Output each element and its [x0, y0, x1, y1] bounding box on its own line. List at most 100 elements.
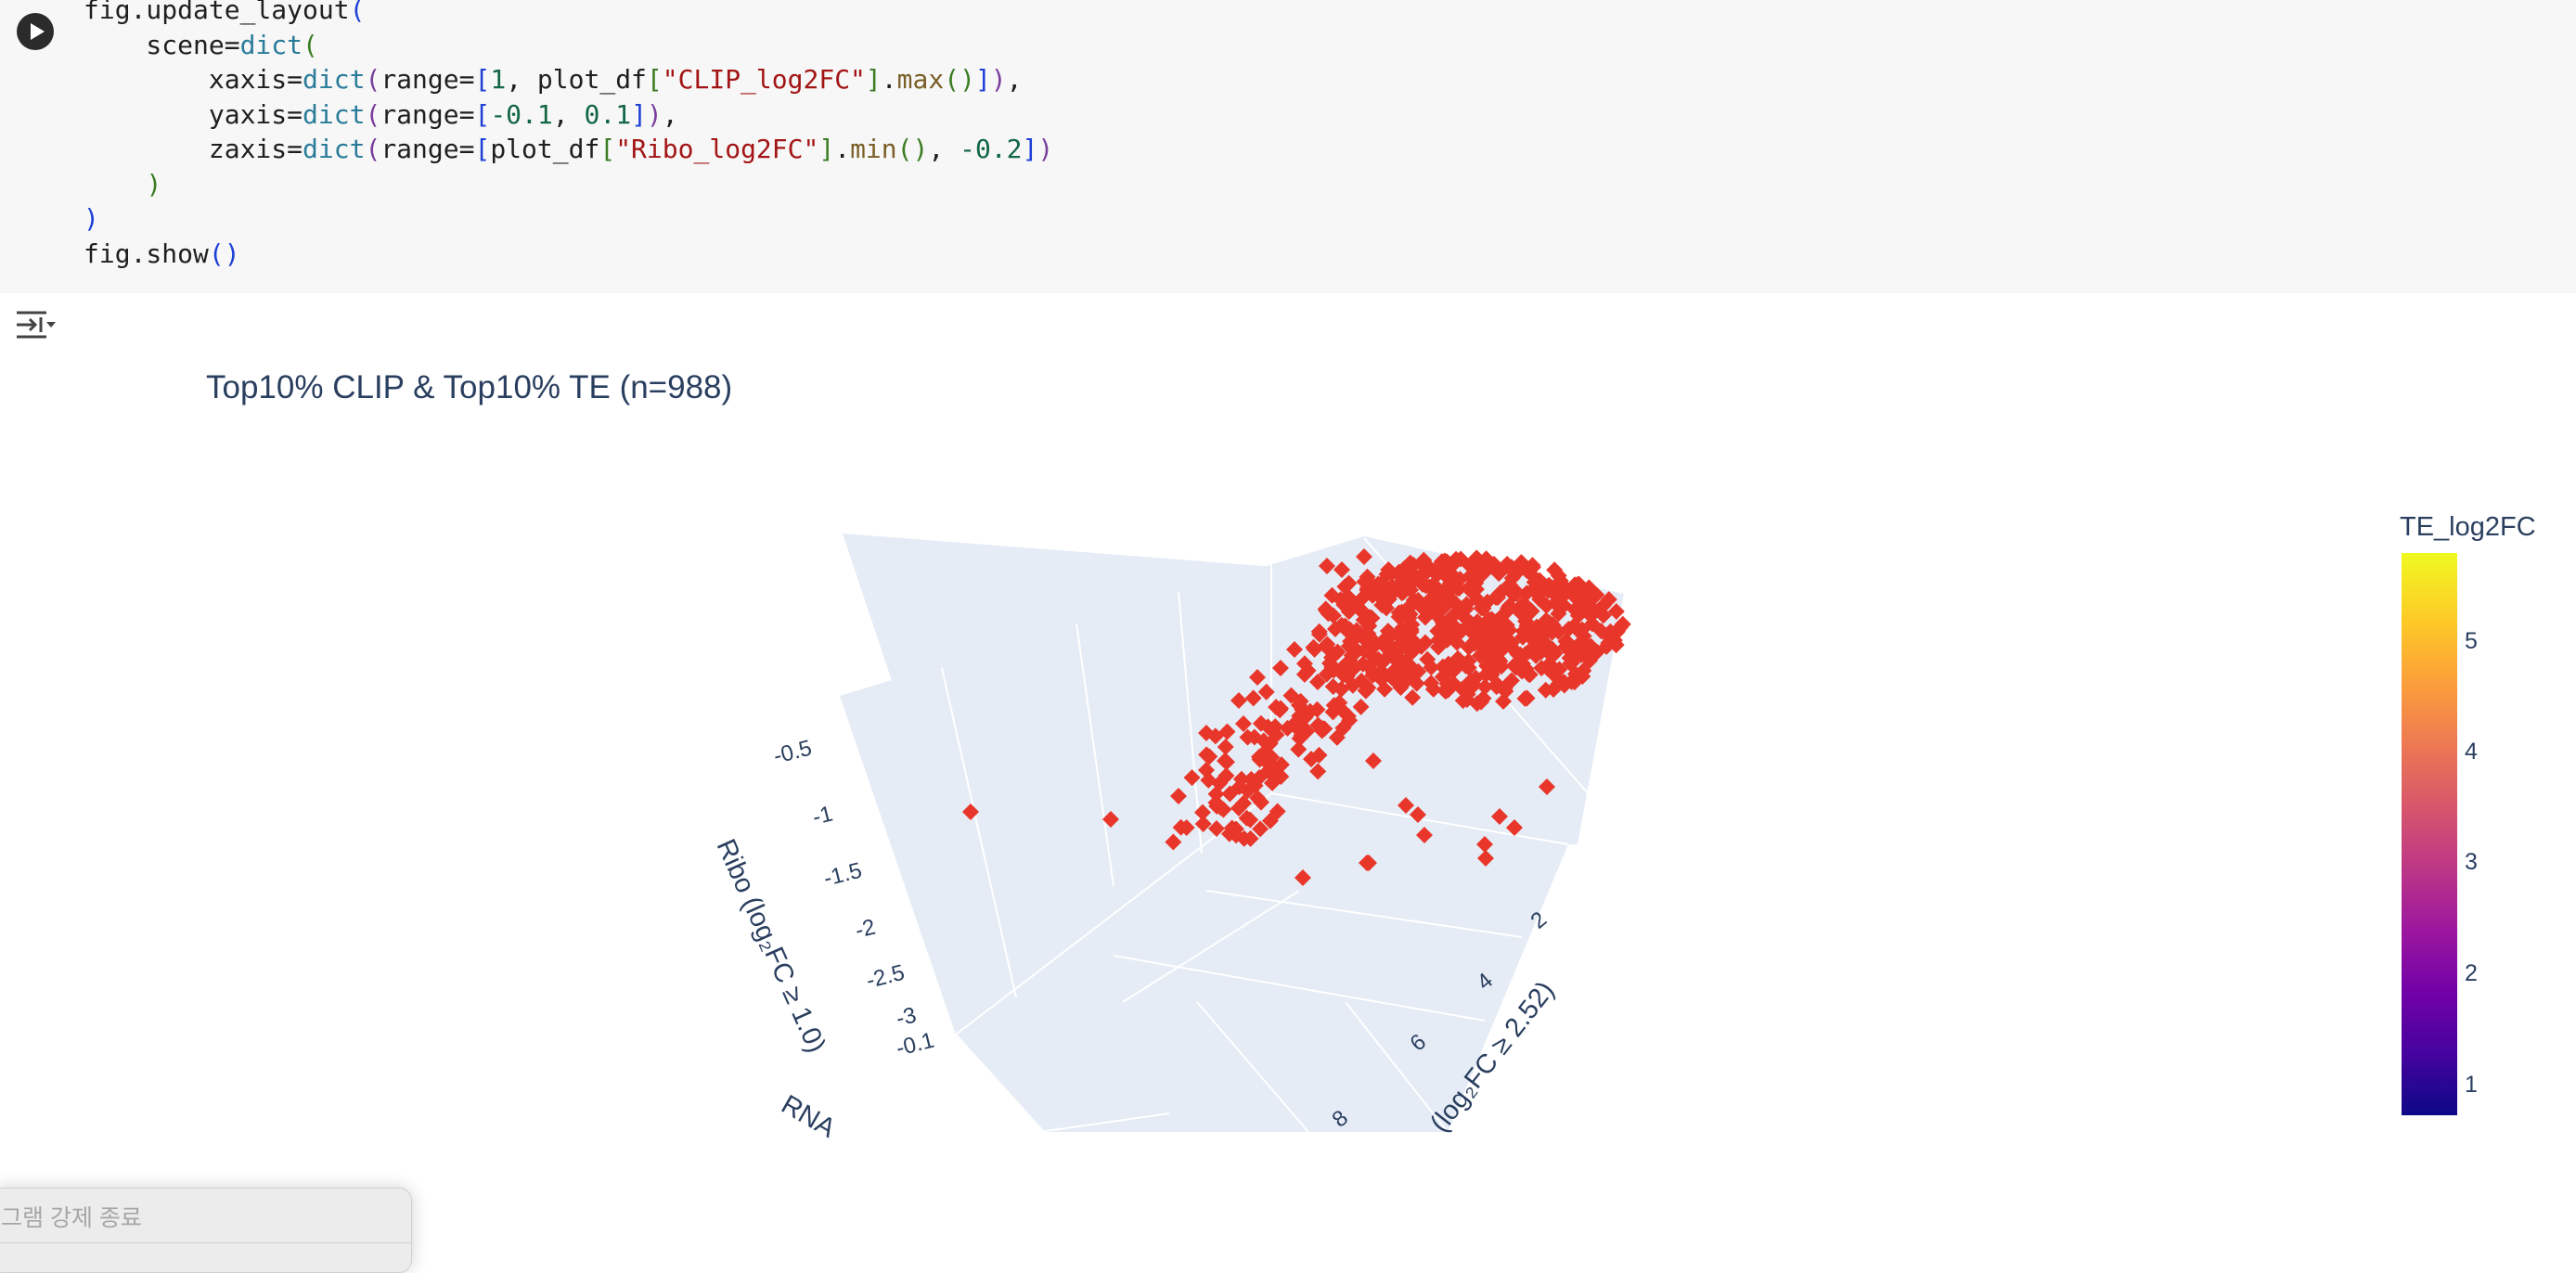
- code-token: (): [896, 134, 929, 164]
- scatter-marker: [1487, 618, 1504, 636]
- scatter-marker: [1537, 681, 1554, 699]
- scatter-marker: [1477, 666, 1495, 684]
- run-cell-button[interactable]: [17, 13, 54, 50]
- scatter-marker: [1340, 603, 1358, 621]
- scatter-marker: [1372, 662, 1390, 680]
- scatter-marker: [1242, 829, 1259, 847]
- force-quit-menu-item[interactable]: 그램 강제 종료: [1, 1205, 142, 1231]
- scatter-marker: [1193, 804, 1211, 821]
- code-token: plot_df: [490, 134, 600, 164]
- colorbar-tick: 1: [2465, 1072, 2478, 1098]
- scatter-marker: [1450, 580, 1468, 598]
- code-token: -0.1: [490, 98, 553, 130]
- scatter-marker: [1490, 565, 1508, 583]
- scatter-marker: [1403, 640, 1421, 658]
- y-tick-label: -0.1: [894, 1028, 937, 1061]
- scatter-marker: [1446, 555, 1463, 572]
- scatter-marker: [1360, 855, 1377, 871]
- scatter-marker: [1318, 602, 1335, 620]
- scatter-marker: [1454, 692, 1472, 710]
- scatter-marker: [1477, 850, 1494, 867]
- scatter-marker: [1354, 589, 1372, 607]
- scatter-marker: [1208, 820, 1225, 837]
- scatter-marker: [1373, 597, 1391, 614]
- z-tick-label: -2.5: [864, 960, 908, 994]
- code-token: [: [599, 134, 616, 164]
- scatter-marker: [1294, 711, 1311, 728]
- code-editor[interactable]: fig.update_layout( scene=dict( xaxis=dic…: [84, 0, 1053, 271]
- output-toggle-icon[interactable]: [15, 308, 58, 341]
- code-token: ): [1037, 134, 1054, 164]
- code-token: ,: [662, 98, 678, 130]
- scatter-marker: [1352, 698, 1370, 715]
- scatter-marker: [1201, 748, 1218, 765]
- scatter-marker: [1198, 762, 1215, 778]
- scatter-marker: [1249, 790, 1267, 807]
- code-token: [84, 169, 146, 199]
- code-token: scene=: [84, 29, 240, 60]
- scatter-marker: [1279, 719, 1296, 737]
- scatter-marker: [1252, 820, 1269, 838]
- y-axis-title: RNA: [777, 1089, 842, 1144]
- code-token: .: [834, 134, 851, 164]
- scatter-marker: [1309, 716, 1327, 734]
- code-token: xaxis=: [84, 64, 303, 95]
- colorbar-title: TE_log2FC: [2400, 512, 2536, 542]
- scatter3d-plot[interactable]: -0.5 -1 -1.5 -2 -2.5 -3 -0.1 Ribo (log₂F…: [0, 399, 1763, 1165]
- z-tick-label: -2: [853, 914, 878, 943]
- code-token: ): [646, 98, 663, 130]
- scatter-marker: [1291, 697, 1307, 714]
- scatter-marker: [1102, 811, 1119, 828]
- scatter-marker: [1244, 689, 1262, 707]
- scatter-marker: [1419, 650, 1436, 668]
- code-token: (: [365, 64, 381, 95]
- scatter-marker: [1291, 729, 1308, 747]
- scatter-marker: [1475, 689, 1492, 707]
- code-token: ): [84, 203, 99, 234]
- scatter-marker: [1295, 665, 1313, 683]
- code-token: ]: [974, 64, 991, 95]
- scatter-marker: [1405, 591, 1423, 609]
- code-token: zaxis=: [84, 134, 303, 164]
- scatter-marker: [1498, 603, 1515, 621]
- scatter-marker: [1550, 675, 1567, 693]
- scatter-marker: [1319, 558, 1335, 574]
- scatter-marker: [1401, 554, 1419, 572]
- scatter-marker: [1308, 701, 1326, 718]
- scatter-marker: [1476, 629, 1494, 647]
- scatter-marker: [1217, 766, 1235, 784]
- scatter-marker: [1454, 598, 1472, 616]
- code-token: min: [850, 134, 897, 164]
- code-token: (: [349, 0, 366, 25]
- code-token: ]: [865, 64, 882, 95]
- code-token: range=: [380, 134, 475, 164]
- scatter-marker: [1543, 640, 1561, 658]
- colorbar: [2402, 553, 2457, 1115]
- scatter-marker: [1341, 651, 1359, 669]
- scatter-marker: [1434, 668, 1451, 686]
- code-line: scene=dict(: [84, 28, 1053, 63]
- code-token: ,: [928, 134, 960, 164]
- scatter-marker: [1492, 584, 1510, 601]
- code-token: ): [990, 64, 1007, 95]
- scatter-marker: [962, 804, 979, 820]
- code-token: 1: [490, 64, 507, 95]
- scatter-marker: [1252, 714, 1269, 732]
- scatter-marker: [1246, 777, 1264, 794]
- scatter-marker: [1257, 683, 1275, 701]
- scatter-marker: [1318, 665, 1335, 683]
- scatter-marker: [1434, 614, 1451, 632]
- code-line: fig.show(): [84, 237, 1053, 272]
- code-cell[interactable]: fig.update_layout( scene=dict( xaxis=dic…: [0, 0, 2576, 293]
- scatter-marker: [1445, 675, 1462, 692]
- scatter-marker: [1585, 600, 1603, 618]
- scatter-marker: [1569, 647, 1587, 664]
- scatter-marker: [1290, 740, 1307, 758]
- scatter-marker: [1379, 635, 1397, 652]
- z-tick-label: -1: [810, 801, 835, 829]
- scatter-marker: [1323, 586, 1341, 604]
- code-token: ]: [1022, 134, 1038, 164]
- scatter-marker: [1387, 581, 1405, 598]
- scatter-marker: [1194, 815, 1212, 832]
- scatter-marker: [1500, 634, 1517, 651]
